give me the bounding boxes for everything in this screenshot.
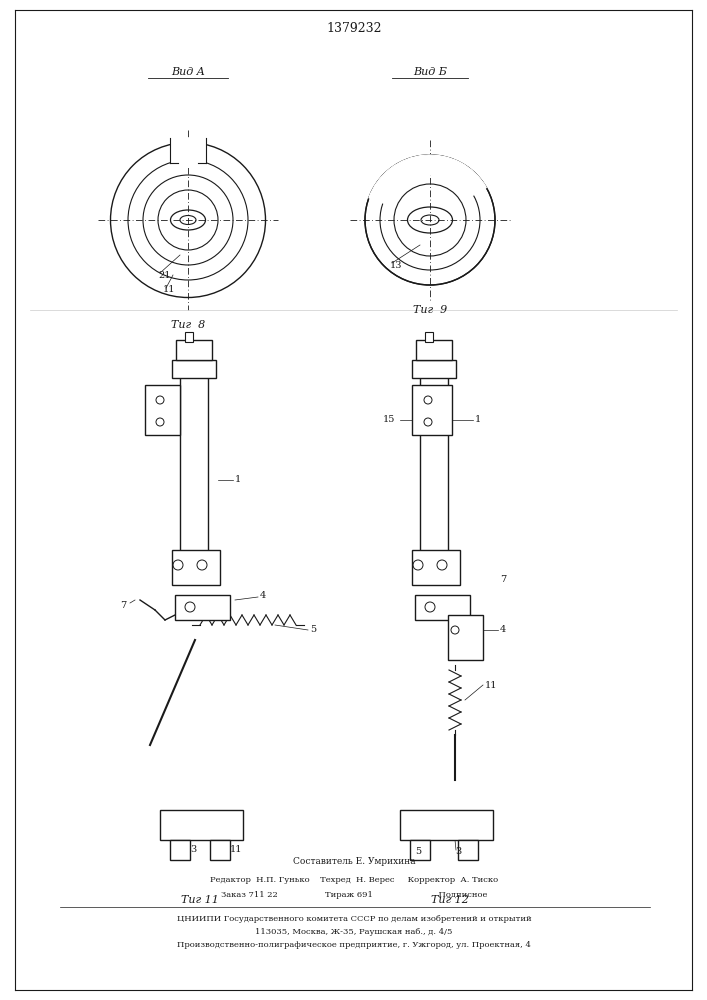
- Text: Τиг  8: Τиг 8: [171, 320, 205, 330]
- Text: 3: 3: [190, 846, 197, 854]
- Text: Заказ 711 22                  Тираж 691                         Подписное: Заказ 711 22 Тираж 691 Подписное: [221, 891, 487, 899]
- Bar: [175, 595, 230, 620]
- Text: 15: 15: [382, 416, 395, 424]
- Bar: [415, 595, 470, 620]
- Bar: [210, 840, 230, 860]
- Text: 4: 4: [260, 590, 267, 599]
- Bar: [400, 810, 493, 840]
- Text: 7: 7: [120, 600, 127, 609]
- Bar: [412, 550, 460, 585]
- Bar: [410, 840, 430, 860]
- Bar: [170, 840, 190, 860]
- Text: 3: 3: [455, 848, 461, 856]
- Bar: [448, 615, 483, 660]
- Text: 13: 13: [390, 260, 402, 269]
- Text: Составитель Е. Умрихина: Составитель Е. Умрихина: [293, 857, 415, 866]
- Text: Производственно-полиграфическое предприятие, г. Ужгород, ул. Проектная, 4: Производственно-полиграфическое предприя…: [177, 941, 531, 949]
- Bar: [176, 340, 212, 360]
- Text: 1: 1: [235, 476, 241, 485]
- Text: 11: 11: [163, 286, 175, 294]
- Bar: [160, 810, 243, 840]
- Bar: [172, 550, 220, 585]
- Text: 5: 5: [310, 626, 316, 635]
- Text: Τиг 11: Τиг 11: [181, 895, 219, 905]
- Text: 11: 11: [230, 846, 243, 854]
- Text: Редактор  Н.П. Гунько    Техред  Н. Верес     Корректор  А. Тиско: Редактор Н.П. Гунько Техред Н. Верес Кор…: [210, 876, 498, 884]
- Text: 113035, Москва, Ж-35, Раушская наб., д. 4/5: 113035, Москва, Ж-35, Раушская наб., д. …: [255, 928, 452, 936]
- Text: 21: 21: [158, 270, 170, 279]
- Bar: [180, 360, 208, 570]
- Text: 4: 4: [500, 626, 506, 635]
- Bar: [458, 840, 478, 860]
- Text: 7: 7: [500, 576, 506, 584]
- Text: 11: 11: [485, 680, 498, 690]
- Text: 5: 5: [415, 848, 421, 856]
- Bar: [416, 340, 452, 360]
- Text: Τиг 12: Τиг 12: [431, 895, 469, 905]
- Text: Вид Б: Вид Б: [413, 67, 447, 77]
- Bar: [412, 385, 452, 435]
- Bar: [185, 332, 193, 342]
- Bar: [170, 138, 206, 168]
- Text: 1: 1: [475, 416, 481, 424]
- Text: 1379232: 1379232: [326, 21, 382, 34]
- Bar: [425, 332, 433, 342]
- Bar: [145, 385, 180, 435]
- Bar: [420, 360, 448, 570]
- Bar: [412, 360, 456, 378]
- Text: Вид A: Вид A: [171, 67, 205, 77]
- Text: Τиг  9: Τиг 9: [413, 305, 447, 315]
- Wedge shape: [369, 155, 486, 205]
- Text: ЦНИИПИ Государственного комитета СССР по делам изобретений и открытий: ЦНИИПИ Государственного комитета СССР по…: [177, 915, 532, 923]
- Bar: [172, 360, 216, 378]
